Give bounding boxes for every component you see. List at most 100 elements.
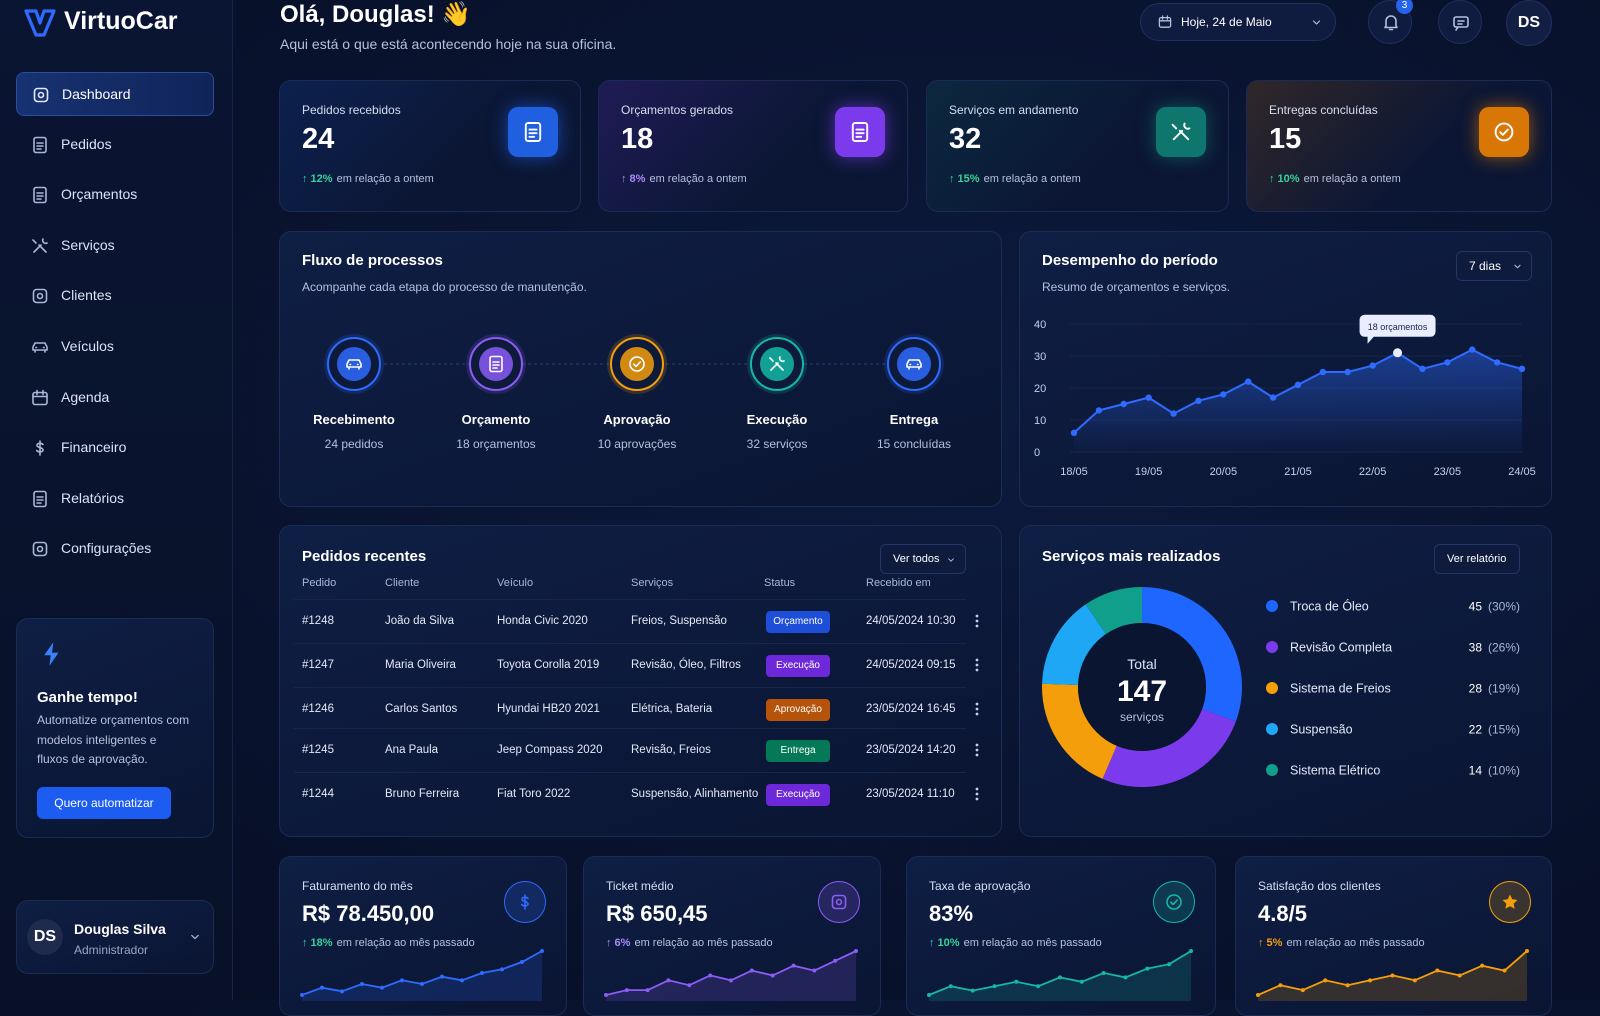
sparkline-point bbox=[1058, 975, 1062, 980]
sparkline-area bbox=[929, 951, 1191, 1001]
nav-item[interactable]: Clientes bbox=[16, 274, 214, 318]
table-cell: #1246 bbox=[302, 703, 334, 715]
stat-note: em relação a ontem bbox=[649, 173, 747, 185]
sparkline-point bbox=[970, 988, 975, 993]
legend-value: 14 bbox=[1469, 764, 1483, 778]
stat-icon bbox=[835, 107, 885, 157]
sparkline-point bbox=[1167, 962, 1172, 967]
table-cell: Honda Civic 2020 bbox=[497, 615, 588, 627]
period-select[interactable]: 7 dias bbox=[1456, 251, 1532, 281]
menu-dot bbox=[975, 702, 979, 706]
nav-item[interactable]: Orçamentos bbox=[16, 173, 214, 217]
flow-step-inner bbox=[479, 347, 513, 381]
icon-shape bbox=[1502, 894, 1518, 909]
icon-shape bbox=[524, 122, 542, 142]
line-point bbox=[1245, 378, 1252, 385]
sparkline-point bbox=[520, 960, 524, 964]
icon-shape bbox=[769, 356, 785, 371]
kpi-value: R$ 78.450,00 bbox=[302, 901, 435, 926]
legend-swatch bbox=[1266, 600, 1278, 612]
nav-item[interactable]: Agenda bbox=[16, 376, 214, 420]
line-point bbox=[1518, 365, 1526, 372]
sparkline-point bbox=[380, 985, 384, 990]
legend-share: (30%) bbox=[1488, 600, 1520, 614]
line-point bbox=[1493, 359, 1501, 366]
icon-shape bbox=[36, 495, 44, 504]
stat-note: em relação a ontem bbox=[1303, 173, 1401, 185]
icon-shape bbox=[1158, 15, 1172, 22]
legend-share: (26%) bbox=[1488, 641, 1520, 655]
donut-total-unit: serviços bbox=[1120, 710, 1164, 724]
table-cell: 23/05/2024 16:45 bbox=[866, 703, 956, 715]
kpi-icon bbox=[1153, 881, 1195, 923]
menu-dot bbox=[975, 624, 979, 628]
icon-shape bbox=[1171, 122, 1191, 141]
menu-dot bbox=[975, 663, 979, 667]
y-tick-label: 20 bbox=[1034, 383, 1046, 395]
table-cell: 24/05/2024 10:30 bbox=[866, 615, 956, 627]
kpi-value: 83% bbox=[929, 901, 974, 926]
flow-step-detail: 32 serviços bbox=[747, 437, 808, 451]
messages-button[interactable] bbox=[1438, 0, 1482, 44]
icon bbox=[1312, 20, 1321, 25]
menu-dot bbox=[975, 797, 979, 801]
date-picker[interactable]: Hoje, 24 de Maio bbox=[1140, 3, 1336, 41]
sparkline bbox=[1256, 949, 1529, 1001]
kpi-title: Satisfação dos clientes bbox=[1258, 879, 1381, 893]
icon-shape bbox=[32, 542, 48, 557]
nav-item[interactable]: Veículos bbox=[16, 325, 214, 369]
kpi-card: Faturamento do mês R$ 78.450,00 ↑ 18% em re… bbox=[279, 856, 567, 1016]
view-all-button[interactable]: Ver todos bbox=[880, 544, 966, 574]
performance-panel: Desempenho do período Resumo de orçamento… bbox=[1019, 231, 1552, 507]
icon bbox=[948, 558, 954, 562]
table-cell: 23/05/2024 11:10 bbox=[866, 788, 955, 800]
sparkline-point bbox=[340, 989, 344, 994]
nav-item[interactable]: Dashboard bbox=[16, 72, 214, 116]
table-cell: João da Silva bbox=[385, 615, 455, 627]
table-cell: Suspensão, Alinhamento bbox=[631, 788, 759, 800]
sparkline-point bbox=[1014, 979, 1019, 984]
promo-button[interactable]: Quero automatizar bbox=[37, 787, 171, 819]
logo bbox=[24, 9, 56, 37]
icon-shape bbox=[1494, 122, 1514, 142]
icon-shape bbox=[1312, 20, 1321, 25]
sparkline-area bbox=[606, 951, 856, 1001]
line-point bbox=[1369, 362, 1376, 369]
x-tick-label: 20/05 bbox=[1210, 466, 1238, 478]
panel-title: Fluxo de processos bbox=[302, 252, 443, 269]
icon bbox=[851, 122, 869, 142]
nav-item[interactable]: Configurações bbox=[16, 527, 214, 571]
icon-shape bbox=[35, 440, 44, 456]
icon-shape bbox=[191, 934, 199, 940]
donut-segment bbox=[1102, 709, 1236, 787]
nav-item[interactable]: Pedidos bbox=[16, 123, 214, 167]
line-point bbox=[1319, 368, 1327, 376]
kpi-change: ↑ 10% bbox=[929, 937, 960, 949]
annotation: 18 orçamentos bbox=[1368, 322, 1428, 332]
flow-step-label: Aprovação bbox=[603, 412, 670, 427]
icon-shape bbox=[36, 293, 44, 300]
row-divider bbox=[294, 728, 966, 729]
avatar-button[interactable]: DS bbox=[1506, 0, 1552, 46]
table-cell: #1247 bbox=[302, 659, 334, 671]
sparkline-point bbox=[624, 988, 629, 993]
donut-segment bbox=[1142, 587, 1242, 722]
stat-title: Serviços em andamento bbox=[949, 103, 1079, 117]
legend-label: Sistema de Freios bbox=[1290, 682, 1391, 696]
stat-title: Pedidos recebidos bbox=[302, 103, 401, 117]
nav-item[interactable]: Serviços bbox=[16, 224, 214, 268]
menu-dot bbox=[975, 753, 979, 757]
stat-change: ↑ 10% bbox=[1269, 173, 1300, 185]
table-cell: #1244 bbox=[302, 788, 334, 800]
icon-shape bbox=[528, 128, 538, 138]
status-badge: Aprovação bbox=[766, 699, 830, 721]
icon-shape bbox=[1170, 899, 1178, 906]
nav-label: Serviços bbox=[61, 236, 115, 253]
nav-item[interactable]: Financeiro bbox=[16, 426, 214, 470]
icon bbox=[1502, 894, 1518, 909]
sparkline-point bbox=[1256, 993, 1260, 997]
nav-label: Configurações bbox=[61, 540, 152, 557]
report-button[interactable]: Ver relatório bbox=[1434, 544, 1520, 574]
icon bbox=[33, 490, 47, 508]
nav-item[interactable]: Relatórios bbox=[16, 477, 214, 521]
